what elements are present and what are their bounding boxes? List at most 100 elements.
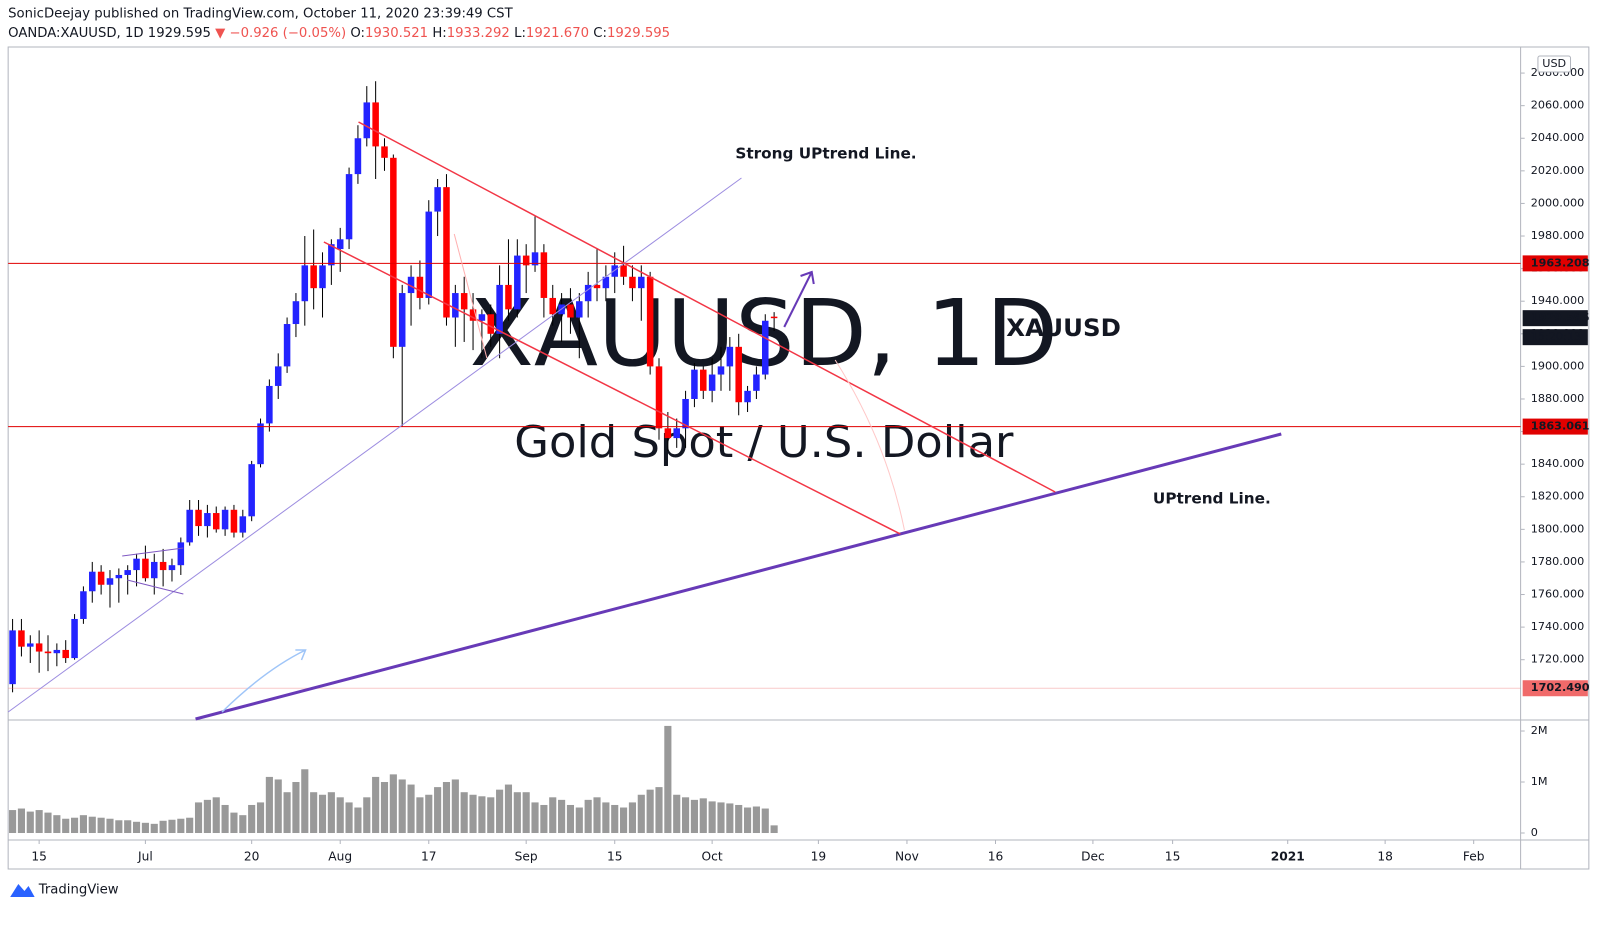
volume-bar [230,812,238,834]
volume-bar [79,815,87,834]
candle-body [124,570,131,575]
candle-body [646,276,654,367]
volume-bar [655,787,663,834]
candle-body [514,255,521,310]
volume-bar [44,812,52,834]
volume-bar [469,794,477,834]
candle-body [620,265,627,277]
volume-bar [602,802,610,834]
countdown: 15:20:13 [1531,330,1581,343]
volume-bar [150,823,158,834]
volume-tick-label: 0 [1531,826,1538,839]
volume-bar [274,779,282,834]
volume-bar [97,817,105,834]
candle-body [691,369,698,399]
volume-bar [664,725,672,834]
candle-body [372,102,379,147]
candle-body [142,558,149,579]
volume-bar [770,825,778,834]
volume-bar [699,798,707,834]
y-tick-label: 2040.000 [1531,131,1584,144]
volume-tick-label: 1M [1531,775,1548,788]
volume-bar [345,802,353,834]
volume-bar [124,820,132,834]
volume-bar [549,797,557,834]
volume-bar [26,811,34,834]
candle-body [266,385,273,424]
x-tick-label: 19 [811,850,827,864]
volume-bar [717,802,725,834]
volume-bar [389,774,397,834]
candle-body [204,513,211,527]
volume-bar [17,808,25,834]
candle-body [770,316,778,319]
candle-body [89,571,96,592]
volume-bar [726,803,734,834]
volume-bar [752,806,760,834]
volume-bar [265,776,273,834]
x-tick-label: Nov [895,850,919,864]
frame [7,46,1590,870]
x-tick-label: 18 [1377,850,1393,864]
logo [10,884,35,897]
x-tick-label: 15 [31,850,47,864]
volume-bar [487,797,495,834]
candle-body [496,284,503,334]
volume-bar [504,784,513,834]
volume-bar [584,799,592,834]
volume-bar [177,818,185,834]
candle-body [115,574,123,579]
candle-body [345,174,353,240]
y-tick-label: 1760.000 [1531,588,1584,601]
volume-bar [575,807,583,834]
volume-bar [611,804,619,834]
drawings [7,121,1282,721]
volume-bar [9,810,17,834]
y-tick-label: 1800.000 [1531,522,1584,535]
volume-bar [442,782,451,834]
candle-body [478,314,486,321]
y-tick-label: 1820.000 [1531,490,1584,503]
uptrend-line [195,432,1282,721]
candle-body [584,284,592,302]
y-tick-label: 1740.000 [1531,620,1584,633]
candle-body [274,366,282,386]
symbol-line: OANDA:XAUUSD, 1D 1929.595 ▼ −0.926 (−0.0… [8,26,670,41]
candle-body [629,276,636,289]
annotation: XAUUSD [1006,314,1121,342]
o-label: O: [350,26,365,41]
candle-body [549,297,557,315]
candle-body [363,102,371,139]
volume-bar [540,804,548,834]
candle-body [540,252,548,298]
volume-bar [62,818,70,834]
volume-bar [743,807,752,834]
footer: TradingView [10,883,119,898]
candle-body [301,265,309,302]
candle-body [150,561,158,579]
last-price-box [1522,310,1588,327]
level-box [1522,680,1588,697]
volume-bar [363,797,371,834]
y-tick-label: 2060.000 [1531,99,1584,112]
candle-body [336,239,344,250]
candle-body [328,244,335,266]
candle-body [682,398,689,429]
candle-body [44,651,52,654]
x-tick-label: Oct [702,850,723,864]
volume-bar [203,799,211,834]
candle-body [195,509,202,527]
candle-body [239,516,247,533]
candle-body [177,542,185,566]
projection-2 [453,233,488,359]
candle-body [460,293,468,310]
candle-body [531,252,539,266]
candle-body [230,509,238,533]
brand: TradingView [38,883,119,898]
volume-bar [372,776,380,834]
level-label: 1702.490 [1531,681,1590,694]
volume-bar [558,799,566,834]
volume-bar [496,789,504,834]
candle-body [212,513,220,530]
volume-bar [310,792,318,834]
